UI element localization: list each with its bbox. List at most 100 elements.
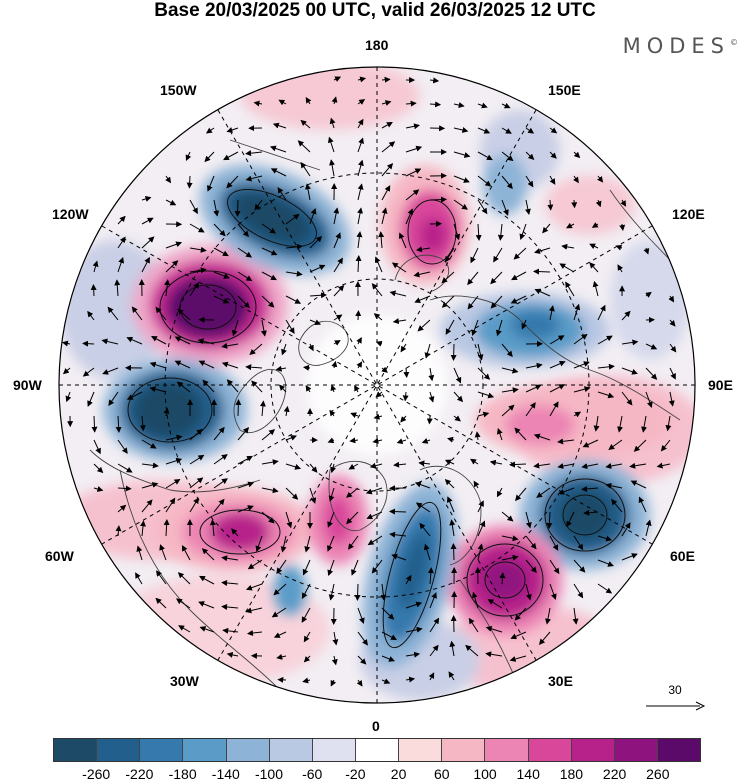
wind-arrow (201, 548, 215, 561)
wind-arrow (285, 213, 300, 225)
wind-arrow (92, 260, 99, 273)
wind-arrow (378, 231, 385, 249)
wind-arrow (669, 367, 676, 380)
wind-arrow (189, 246, 207, 253)
colorbar-swatch (312, 739, 356, 761)
wind-arrow (223, 151, 239, 161)
wind-arrow (573, 333, 588, 345)
wind-arrow (234, 199, 241, 217)
wind-arrow (534, 247, 551, 254)
wind-arrow (449, 640, 456, 657)
wind-arrow (163, 407, 170, 417)
wind-arrow (381, 141, 396, 153)
wind-arrow (117, 439, 128, 454)
wind-arrow (501, 387, 519, 394)
wind-arrow (333, 340, 341, 346)
wind-arrow (453, 151, 471, 158)
wind-arrow (102, 367, 119, 375)
wind-arrow (305, 385, 312, 393)
wind-arrow (245, 175, 263, 182)
wind-arrow (107, 306, 119, 321)
colorbar-swatch (355, 739, 400, 761)
wind-arrow (566, 222, 575, 229)
wind-arrow (525, 384, 542, 393)
colorbar-tick-label: -260 (82, 766, 111, 782)
wind-arrow (381, 678, 391, 684)
wind-arrow (524, 199, 531, 215)
wind-arrow (373, 413, 383, 420)
wind-arrow (381, 100, 392, 106)
wind-arrow (549, 127, 558, 134)
wind-arrow (135, 572, 143, 585)
wind-arrow (221, 579, 239, 586)
wind-arrow (493, 247, 503, 263)
wind-arrow (453, 199, 468, 210)
wind-arrow (453, 102, 465, 108)
wind-arrow (444, 479, 455, 489)
wind-arrow (573, 151, 581, 159)
wind-arrow (621, 391, 633, 406)
wind-arrow (470, 247, 479, 264)
wind-arrow (645, 391, 653, 408)
wind-arrow (573, 535, 584, 551)
wind-arrow (273, 583, 287, 596)
wind-arrow (633, 439, 647, 452)
wind-arrow (309, 207, 317, 225)
wind-arrow (557, 438, 575, 445)
wind-arrow (656, 462, 671, 469)
wind-arrow (115, 525, 122, 537)
wind-arrow (509, 655, 527, 662)
wind-arrow (621, 367, 638, 375)
wind-arrow (174, 360, 191, 369)
wind-arrow (177, 308, 191, 321)
wind-arrow (547, 199, 554, 211)
wind-arrow (549, 175, 556, 185)
wind-arrow (199, 626, 215, 633)
wind-arrow (477, 391, 495, 399)
wind-arrow (221, 555, 239, 562)
wind-arrow (414, 481, 431, 489)
wind-arrow (213, 199, 220, 217)
wind-arrow (542, 223, 551, 234)
lon-label-60e: 60E (670, 548, 695, 564)
wind-arrow (597, 304, 606, 321)
wind-arrow (501, 343, 513, 358)
lon-label-90w: 90W (13, 377, 42, 393)
wind-arrow (444, 247, 455, 263)
wind-arrow (645, 367, 658, 380)
wind-arrow (389, 290, 407, 297)
wind-arrow (389, 531, 407, 538)
wind-arrow (357, 655, 367, 665)
wind-arrow (374, 256, 383, 273)
wind-arrow (501, 199, 509, 216)
wind-arrow (237, 455, 253, 465)
wind-arrow (333, 76, 342, 82)
wind-arrow (534, 288, 551, 297)
colorbar-tick-label: -100 (254, 766, 284, 782)
wind-arrow (357, 99, 366, 105)
wind-arrow (117, 215, 126, 225)
wind-arrow (213, 223, 226, 237)
wind-arrow (165, 478, 181, 489)
wind-arrow (221, 342, 239, 349)
wind-arrow (357, 118, 364, 129)
wind-arrow (237, 505, 254, 513)
wind-arrow (392, 318, 407, 325)
wind-arrow (327, 136, 335, 153)
wind-arrow (273, 631, 287, 638)
wind-arrow (597, 335, 613, 345)
wind-arrow (371, 283, 383, 297)
wind-arrow (285, 435, 297, 441)
wind-arrow (597, 363, 615, 370)
wind-arrow (237, 481, 255, 489)
wind-arrow (365, 487, 383, 495)
wind-arrow (501, 102, 511, 109)
wind-arrow (453, 223, 461, 241)
colorbar-tick-label: -140 (211, 766, 240, 782)
lon-label-120w: 120W (52, 206, 89, 222)
copyright-mark: © (730, 38, 738, 47)
wind-arrow (159, 544, 167, 561)
wind-arrow (165, 260, 179, 273)
wind-arrow (423, 543, 431, 561)
wind-arrow (357, 183, 364, 201)
